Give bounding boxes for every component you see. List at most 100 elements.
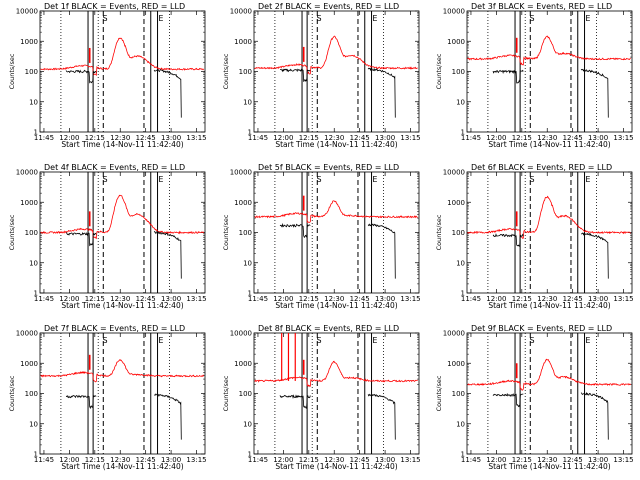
x-axis-label: Start Time (14-Nov-11 11:42:40) (61, 140, 183, 149)
y-tick-label: 10 (456, 98, 465, 106)
x-tick-label: 13:15 (186, 295, 206, 303)
events-series-late (580, 68, 609, 118)
events-series-late (153, 393, 182, 440)
y-tick-label: 100 (452, 229, 465, 237)
y-tick-label: 10000 (443, 8, 465, 16)
y-tick-label: 1000 (234, 360, 252, 368)
x-tick-label: 12:30 (537, 134, 557, 142)
x-tick-label: 12:30 (537, 456, 557, 464)
y-tick-label: 10000 (16, 8, 38, 16)
events-series-early (280, 68, 311, 83)
x-tick-label: 12:00 (486, 456, 506, 464)
x-axis-label: Start Time (14-Nov-11 11:42:40) (488, 462, 610, 471)
panel-1: Det 1f BLACK = Events, RED = LLD 1 10 100 10… (8, 2, 207, 149)
marker-label: S (316, 336, 321, 345)
x-tick-label: 12:45 (350, 134, 370, 142)
y-tick-label: 1000 (20, 38, 38, 46)
y-tick-label: 10 (456, 259, 465, 267)
marker-label: S (102, 14, 107, 23)
panel-7: Det 7f BLACK = Events, RED = LLD 1 10 100 10… (8, 324, 207, 471)
x-tick-label: 12:45 (350, 456, 370, 464)
x-tick-label: 13:15 (400, 456, 420, 464)
x-tick-label: 11:45 (248, 456, 268, 464)
y-axis-label: Counts/sec (435, 375, 443, 411)
lld-series (254, 35, 418, 75)
marker-label: E (158, 14, 163, 23)
x-tick-label: 11:45 (248, 295, 268, 303)
x-tick-label: 12:15 (299, 456, 319, 464)
y-tick-label: 10 (243, 420, 252, 428)
panel-4: Det 4f BLACK = Events, RED = LLD 1 10 100 10… (8, 163, 207, 310)
x-axis-label: Start Time (14-Nov-11 11:42:40) (61, 301, 183, 310)
lld-series (40, 194, 205, 240)
lld-series (467, 195, 631, 239)
x-tick-label: 12:45 (136, 134, 156, 142)
panel-title: Det 2f BLACK = Events, RED = LLD (258, 2, 399, 11)
x-tick-label: 13:15 (400, 295, 420, 303)
events-series-early (65, 69, 97, 84)
marker-label: E (372, 175, 377, 184)
x-tick-label: 13:00 (588, 134, 608, 142)
y-tick-label: 100 (239, 390, 252, 398)
panel-5: Det 5f BLACK = Events, RED = LLD 1 10 100 10… (222, 163, 421, 310)
panel-title: Det 4f BLACK = Events, RED = LLD (44, 163, 185, 172)
events-series-late (153, 231, 182, 279)
x-tick-label: 12:30 (110, 456, 130, 464)
y-tick-label: 10000 (230, 169, 252, 177)
y-tick-label: 1000 (447, 38, 465, 46)
x-tick-label: 13:00 (588, 295, 608, 303)
x-axis-label: Start Time (14-Nov-11 11:42:40) (275, 462, 397, 471)
y-axis-label: Counts/sec (435, 53, 443, 89)
marker-label: S (316, 175, 321, 184)
y-tick-label: 100 (452, 68, 465, 76)
x-axis-label: Start Time (14-Nov-11 11:42:40) (275, 301, 397, 310)
lld-series (40, 358, 205, 383)
x-tick-label: 13:15 (613, 456, 633, 464)
y-tick-label: 1000 (234, 38, 252, 46)
marker-label: S (102, 175, 107, 184)
plot-frame (39, 332, 206, 455)
panel-title: Det 7f BLACK = Events, RED = LLD (44, 324, 185, 333)
x-tick-label: 12:30 (324, 456, 344, 464)
x-tick-label: 12:30 (537, 295, 557, 303)
x-tick-label: 13:00 (375, 134, 395, 142)
y-tick-label: 100 (25, 68, 38, 76)
y-tick-label: 10000 (16, 169, 38, 177)
plot-frame (39, 10, 206, 133)
plot-frame (253, 332, 420, 455)
x-tick-label: 13:15 (613, 295, 633, 303)
marker-label: E (585, 14, 590, 23)
events-series-late (367, 393, 396, 440)
y-axis-label: Counts/sec (8, 214, 16, 250)
y-tick-label: 1 (248, 451, 252, 459)
y-tick-label: 10000 (230, 330, 252, 338)
x-tick-label: 11:45 (34, 456, 54, 464)
y-tick-label: 10000 (230, 8, 252, 16)
x-tick-label: 12:30 (110, 295, 130, 303)
y-tick-label: 1 (34, 129, 38, 137)
events-series-early (492, 392, 524, 408)
panel-title: Det 5f BLACK = Events, RED = LLD (258, 163, 399, 172)
y-tick-label: 1000 (447, 199, 465, 207)
marker-label: E (585, 175, 590, 184)
x-tick-label: 13:15 (186, 456, 206, 464)
x-tick-label: 12:15 (512, 134, 532, 142)
y-tick-label: 100 (239, 68, 252, 76)
y-tick-label: 10000 (16, 330, 38, 338)
lld-series (467, 358, 632, 391)
y-tick-label: 10 (29, 259, 38, 267)
x-tick-label: 12:30 (110, 134, 130, 142)
events-series-late (367, 67, 396, 118)
y-tick-label: 1000 (447, 360, 465, 368)
y-tick-label: 10 (29, 420, 38, 428)
lld-series (254, 360, 418, 388)
y-tick-label: 1000 (234, 199, 252, 207)
x-axis-label: Start Time (14-Nov-11 11:42:40) (488, 140, 610, 149)
y-tick-label: 100 (239, 229, 252, 237)
x-tick-label: 12:00 (59, 295, 79, 303)
x-tick-label: 13:00 (161, 295, 181, 303)
marker-label: S (529, 175, 534, 184)
marker-label: E (372, 14, 377, 23)
x-tick-label: 12:00 (486, 295, 506, 303)
